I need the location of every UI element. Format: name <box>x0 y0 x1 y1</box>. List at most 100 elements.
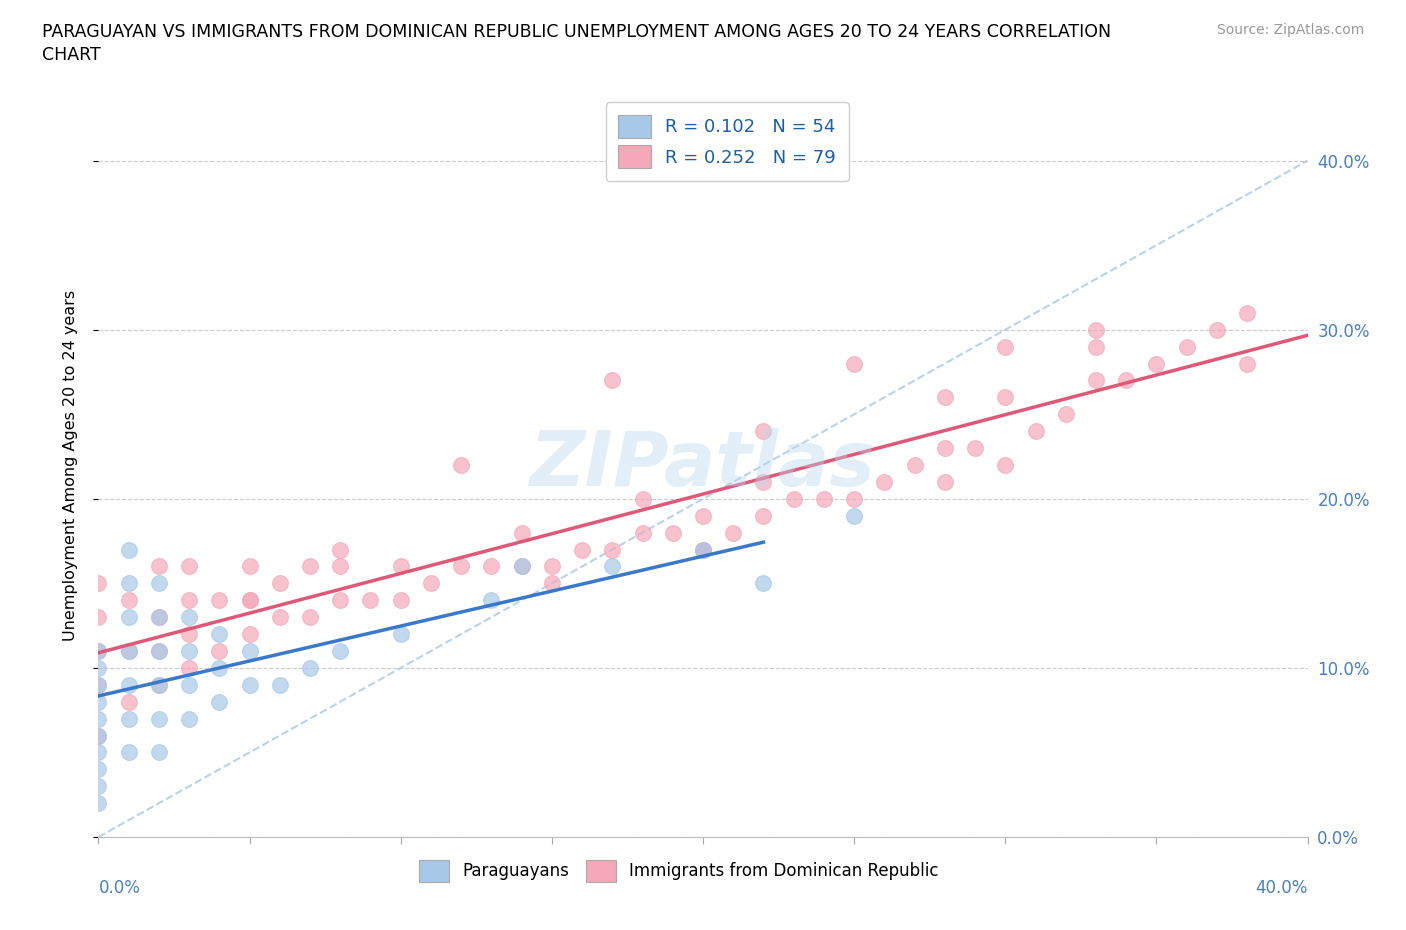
Point <box>148 610 170 625</box>
Text: 0.0%: 0.0% <box>98 879 141 897</box>
Point <box>87 660 110 675</box>
Point <box>329 592 352 607</box>
Point <box>510 559 533 574</box>
Point <box>118 576 141 591</box>
Point <box>1144 356 1167 371</box>
Text: PARAGUAYAN VS IMMIGRANTS FROM DOMINICAN REPUBLIC UNEMPLOYMENT AMONG AGES 20 TO 2: PARAGUAYAN VS IMMIGRANTS FROM DOMINICAN … <box>42 23 1111 41</box>
Point <box>844 356 866 371</box>
Point <box>994 458 1017 472</box>
Point <box>118 644 141 658</box>
Point <box>723 525 745 540</box>
Point <box>510 559 533 574</box>
Point <box>481 592 503 607</box>
Point <box>87 677 110 692</box>
Point <box>208 695 231 710</box>
Point <box>1236 305 1258 320</box>
Point <box>752 576 775 591</box>
Point <box>389 592 412 607</box>
Point <box>239 559 262 574</box>
Point <box>148 711 170 726</box>
Point <box>602 373 624 388</box>
Point <box>873 474 896 489</box>
Point <box>360 592 382 607</box>
Point <box>1085 373 1108 388</box>
Point <box>239 627 262 642</box>
Point <box>661 525 683 540</box>
Point <box>87 745 110 760</box>
Point <box>1024 424 1046 439</box>
Point <box>148 677 170 692</box>
Point <box>692 542 714 557</box>
Point <box>87 728 110 743</box>
Point <box>87 728 110 743</box>
Point <box>965 441 987 456</box>
Point <box>269 610 291 625</box>
Point <box>87 695 110 710</box>
Point <box>179 677 201 692</box>
Point <box>118 745 141 760</box>
Point <box>208 592 231 607</box>
Point <box>87 711 110 726</box>
Point <box>1115 373 1137 388</box>
Point <box>934 441 956 456</box>
Point <box>148 644 170 658</box>
Point <box>118 610 141 625</box>
Point <box>1206 323 1229 338</box>
Point <box>87 576 110 591</box>
Point <box>602 559 624 574</box>
Point <box>179 592 201 607</box>
Point <box>934 474 956 489</box>
Point <box>1085 339 1108 354</box>
Point <box>118 592 141 607</box>
Legend: Paraguayans, Immigrants from Dominican Republic: Paraguayans, Immigrants from Dominican R… <box>412 854 945 888</box>
Point <box>752 424 775 439</box>
Point <box>631 525 654 540</box>
Point <box>813 491 835 506</box>
Point <box>389 627 412 642</box>
Point <box>692 509 714 524</box>
Point <box>1175 339 1198 354</box>
Point <box>540 576 562 591</box>
Point <box>118 644 141 658</box>
Point <box>87 778 110 793</box>
Point <box>239 592 262 607</box>
Point <box>208 660 231 675</box>
Point <box>299 610 322 625</box>
Point <box>148 745 170 760</box>
Point <box>179 610 201 625</box>
Point <box>540 559 562 574</box>
Point <box>87 762 110 777</box>
Point <box>994 390 1017 405</box>
Point <box>87 644 110 658</box>
Point <box>450 559 472 574</box>
Point <box>179 660 201 675</box>
Point <box>844 509 866 524</box>
Y-axis label: Unemployment Among Ages 20 to 24 years: Unemployment Among Ages 20 to 24 years <box>63 289 77 641</box>
Point <box>118 542 141 557</box>
Point <box>179 559 201 574</box>
Point <box>631 491 654 506</box>
Point <box>389 559 412 574</box>
Text: CHART: CHART <box>42 46 101 64</box>
Point <box>844 491 866 506</box>
Point <box>87 610 110 625</box>
Point <box>87 796 110 811</box>
Point <box>299 559 322 574</box>
Point <box>87 677 110 692</box>
Point <box>269 677 291 692</box>
Point <box>87 644 110 658</box>
Point <box>904 458 927 472</box>
Point <box>179 644 201 658</box>
Point <box>329 542 352 557</box>
Point <box>692 542 714 557</box>
Point <box>148 559 170 574</box>
Text: Source: ZipAtlas.com: Source: ZipAtlas.com <box>1216 23 1364 37</box>
Point <box>783 491 806 506</box>
Point <box>752 474 775 489</box>
Text: 40.0%: 40.0% <box>1256 879 1308 897</box>
Point <box>269 576 291 591</box>
Point <box>1085 323 1108 338</box>
Point <box>329 644 352 658</box>
Point <box>692 542 714 557</box>
Point <box>208 627 231 642</box>
